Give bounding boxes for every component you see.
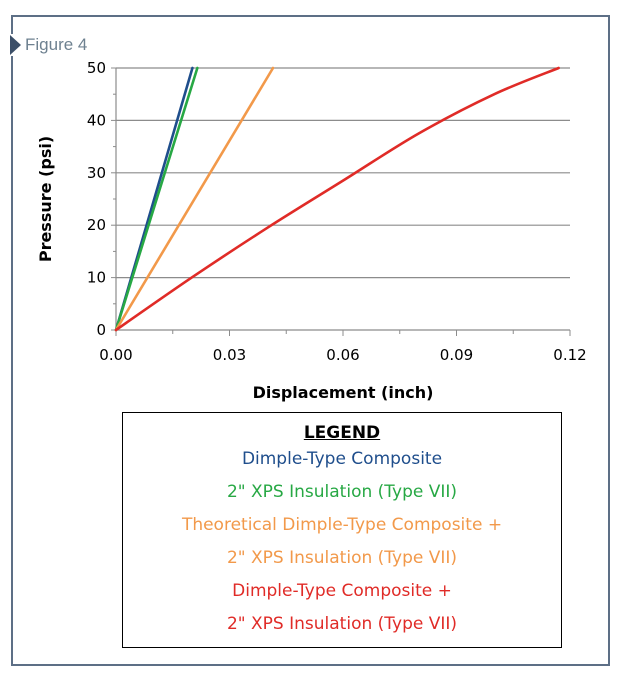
y-tick-label: 40	[87, 111, 106, 129]
pressure-displacement-chart: 0 10 20 30 40 50 0.00 0.03 0.06 0.09 0.12 Displacem…	[36, 59, 587, 402]
legend-entry-line: Theoretical Dimple-Type Composite +	[181, 515, 503, 535]
legend-box: LEGEND Dimple-Type Composite 2" XPS Insu…	[122, 412, 562, 648]
legend-entry-dimple: Dimple-Type Composite	[123, 443, 561, 476]
figure-frame	[11, 15, 610, 666]
x-tick-label: 0.03	[213, 346, 246, 364]
x-axis-title: Displacement (inch)	[253, 383, 434, 402]
legend-entry-xps: 2" XPS Insulation (Type VII)	[123, 476, 561, 509]
y-axis-title: Pressure (psi)	[36, 136, 55, 262]
x-tick-label: 0.06	[326, 346, 359, 364]
legend-entry-line: 2" XPS Insulation (Type VII)	[226, 548, 458, 568]
legend-title: LEGEND	[303, 423, 381, 443]
legend-entry-line: Dimple-Type Composite	[241, 449, 443, 469]
series-line-2	[114, 66, 199, 332]
triangle-marker-icon	[10, 35, 21, 55]
y-tick-label: 20	[87, 216, 106, 234]
x-tick-label: 0.00	[99, 346, 132, 364]
legend-entry-theoretical: Theoretical Dimple-Type Composite + 2" X…	[123, 509, 561, 575]
y-tick-label: 10	[87, 269, 106, 287]
legend-entry-line: 2" XPS Insulation (Type VII)	[226, 614, 458, 634]
legend-entry-line: 2" XPS Insulation (Type VII)	[226, 482, 458, 502]
legend-entry-line: Dimple-Type Composite +	[232, 581, 452, 601]
series-line-3	[114, 66, 275, 332]
y-tick-label: 30	[87, 164, 106, 182]
figure-label: Figure 4	[10, 34, 88, 56]
y-tick-label: 0	[96, 321, 106, 339]
series-line-4	[114, 66, 560, 332]
x-tick-label: 0.12	[553, 346, 586, 364]
x-tick-label: 0.09	[440, 346, 473, 364]
y-tick-label: 50	[87, 59, 106, 77]
legend-entry-combined: Dimple-Type Composite + 2" XPS Insulatio…	[123, 575, 561, 641]
figure-label-text: Figure 4	[25, 35, 88, 54]
